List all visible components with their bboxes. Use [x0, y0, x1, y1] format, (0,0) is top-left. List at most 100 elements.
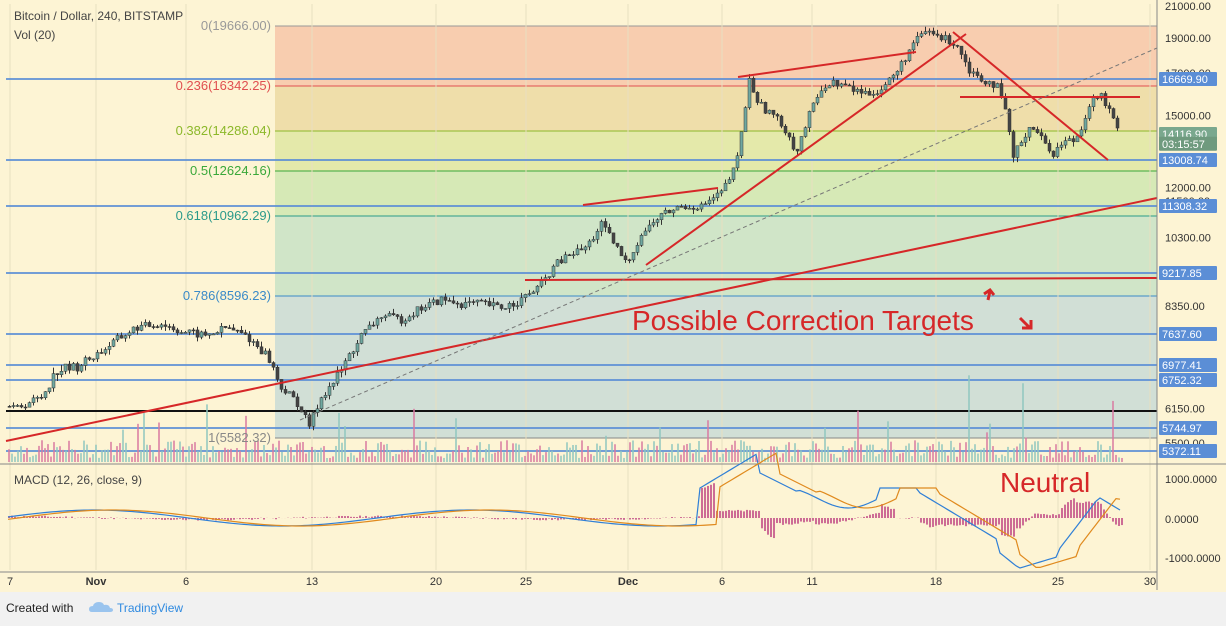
macd-histogram-bar [629, 518, 631, 520]
volume-bar [398, 454, 400, 462]
candle-body [639, 235, 644, 246]
candle-body [967, 61, 972, 74]
volume-bar [221, 451, 223, 462]
volume-bar [914, 440, 916, 462]
fib-label-0.5: 0.5(12624.16) [190, 163, 271, 178]
macd-histogram-bar [245, 518, 247, 519]
time-tick-label: 13 [306, 576, 318, 588]
volume-bar [425, 441, 427, 462]
candle-body [839, 83, 844, 87]
candle-body [771, 109, 776, 115]
macd-histogram-bar [866, 516, 868, 518]
candle-body [915, 36, 920, 44]
candle-body [563, 254, 568, 264]
volume-bar [1079, 447, 1081, 462]
volume-bar [524, 455, 526, 462]
macd-histogram-bar [506, 518, 508, 519]
macd-histogram-bar [935, 518, 937, 526]
candle-body [947, 35, 952, 45]
candle-body [531, 291, 536, 294]
candle-body [43, 391, 48, 399]
macd-histogram-bar [365, 515, 367, 518]
candle-body [1099, 93, 1104, 99]
candle-body [231, 327, 236, 331]
candle-body [515, 305, 520, 307]
macd-histogram-bar [92, 517, 94, 518]
volume-bar [842, 445, 844, 462]
volume-bar [1061, 441, 1063, 462]
time-tick-label: 25 [520, 576, 532, 588]
macd-pane: 1000.0000 0.0000 -1000.0000 [0, 452, 1226, 569]
tradingview-link[interactable]: TradingView [117, 601, 184, 615]
volume-bar [152, 451, 154, 462]
macd-histogram-bar [608, 518, 610, 519]
volume-bar [962, 451, 964, 462]
macd-tick-label: -1000.0000 [1165, 553, 1221, 565]
macd-histogram-bar [599, 518, 601, 519]
candle-body [203, 331, 208, 336]
candle-body [987, 81, 992, 85]
volume-bar [734, 440, 736, 462]
candle-body [331, 382, 336, 387]
candle-body [1031, 127, 1036, 130]
macd-histogram-bar [563, 518, 565, 520]
candle-body [891, 74, 896, 79]
macd-histogram-bar [647, 518, 649, 519]
volume-bar [242, 457, 244, 462]
macd-histogram-bar [632, 518, 634, 520]
candle-body [103, 349, 108, 354]
volume-bar [521, 457, 523, 462]
macd-histogram-bar [377, 515, 379, 518]
macd-histogram-bar [1049, 515, 1051, 518]
volume-bar [431, 454, 433, 462]
macd-histogram-bar [254, 518, 256, 519]
volume-bar [71, 449, 73, 462]
volume-bar [41, 440, 43, 462]
macd-histogram-bar [356, 516, 358, 518]
candle-body [499, 304, 504, 309]
volume-bar [329, 457, 331, 462]
volume-bar [161, 451, 163, 462]
volume-bar [770, 446, 772, 462]
price-tick-label: 21000.00 [1165, 1, 1211, 13]
macd-histogram-bar [824, 518, 826, 524]
macd-histogram-bar [776, 518, 778, 524]
fib-zone-0.236 [275, 86, 1157, 131]
price-badge-label: 6752.32 [1162, 375, 1202, 387]
candle-body [451, 300, 456, 304]
volume-bar [482, 457, 484, 462]
macd-histogram-bar [671, 517, 673, 518]
macd-histogram-bar [227, 518, 229, 521]
volume-bar [641, 441, 643, 462]
candle-body [11, 405, 16, 407]
candle-body [31, 397, 36, 403]
candle-body [591, 239, 596, 242]
candle-body [1027, 127, 1032, 138]
candle-body [495, 302, 500, 305]
price-badge [1159, 199, 1217, 213]
fib-zone-0.618 [275, 216, 1157, 296]
candle-body [299, 406, 304, 413]
macd-histogram-bar [818, 518, 820, 525]
candle-body [99, 352, 104, 354]
macd-histogram-bar [1118, 518, 1120, 526]
volume-bar [1076, 450, 1078, 462]
candle-body [651, 222, 656, 226]
price-tick-label: 6150.00 [1165, 404, 1205, 416]
volume-bar [629, 442, 631, 462]
volume-bar [1067, 441, 1069, 462]
volume-bar [959, 442, 961, 462]
candle-body [23, 406, 28, 409]
candle-body [671, 209, 676, 214]
volume-bar [377, 443, 379, 462]
candle-body [1015, 145, 1020, 158]
volume-bar [869, 444, 871, 462]
macd-histogram-bar [203, 518, 205, 521]
time-tick-label: 20 [430, 576, 442, 588]
candle-body [255, 341, 260, 348]
volume-bar [239, 450, 241, 462]
volume-bar [1031, 444, 1033, 462]
candle-body [319, 397, 324, 410]
volume-bar [293, 455, 295, 462]
volume-bar [476, 445, 478, 462]
